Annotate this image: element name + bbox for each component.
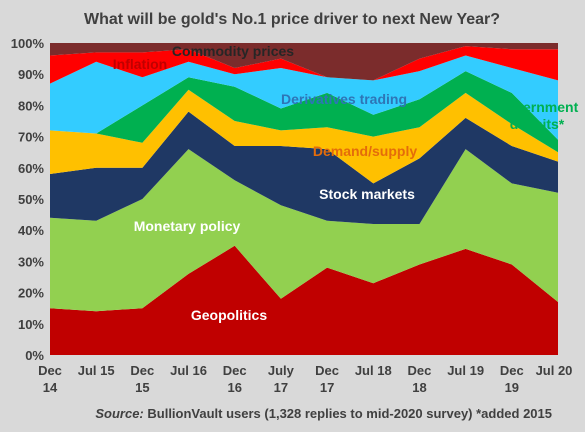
x-tick-label: Dec 19: [500, 363, 524, 395]
x-tick-label: Dec 17: [315, 363, 339, 395]
label-commodity-prices: Commodity prices: [172, 43, 294, 59]
y-tick-label: 80%: [18, 98, 44, 113]
chart-title: What will be gold's No.1 price driver to…: [84, 11, 500, 28]
x-tick-label: Jul 20: [536, 363, 573, 378]
area-monetary-policy: [50, 149, 558, 312]
x-axis-ticks: Dec 14 Jul 15 Dec 15 Jul 16 Dec 16 July 17 Dec 17 Ju…: [38, 363, 572, 395]
label-geopolitics: Geopolitics: [191, 307, 267, 323]
label-government-line1: Government: [496, 99, 579, 115]
area-inflation: [50, 46, 558, 84]
x-tick-label: Dec 18: [408, 363, 432, 395]
x-tick-label: Dec 15: [130, 363, 154, 395]
area-geopolitics: [50, 245, 558, 355]
y-tick-label: 60%: [18, 161, 44, 176]
label-inflation: Inflation: [113, 56, 167, 72]
y-tick-label: 100%: [11, 36, 45, 51]
y-tick-label: 20%: [18, 286, 44, 301]
y-tick-label: 0%: [25, 348, 44, 363]
series-labels: Commodity prices Inflation Derivatives t…: [113, 43, 579, 323]
x-tick-label: Jul 19: [447, 363, 484, 378]
label-derivatives-trading: Derivatives trading: [281, 91, 407, 107]
source-text: BullionVault users (1,328 replies to mid…: [144, 406, 552, 421]
area-commodity-prices: [50, 43, 558, 81]
x-tick-label: Dec 16: [223, 363, 247, 395]
x-tick-label: Jul 18: [355, 363, 392, 378]
area-government-deficits: [50, 71, 558, 153]
x-tick-label: Jul 16: [170, 363, 207, 378]
y-tick-label: 30%: [18, 254, 44, 269]
area-stock-markets: [50, 111, 558, 224]
y-tick-label: 10%: [18, 317, 44, 332]
source-note: Source: BullionVault users (1,328 replie…: [95, 406, 552, 421]
y-tick-label: 70%: [18, 130, 44, 145]
area-derivatives-trading: [50, 55, 558, 140]
label-demand-supply: Demand/supply: [313, 143, 417, 159]
y-tick-label: 90%: [18, 67, 44, 82]
label-stock-markets: Stock markets: [319, 186, 415, 202]
source-prefix: Source:: [95, 406, 143, 421]
y-tick-label: 50%: [18, 192, 44, 207]
x-tick-label: Dec 14: [38, 363, 62, 395]
area-demand-supply: [50, 89, 558, 184]
label-monetary-policy: Monetary policy: [134, 218, 241, 234]
label-government-line2: deficits*: [510, 116, 565, 132]
x-tick-label: Jul 15: [78, 363, 115, 378]
x-tick-label: July 17: [268, 363, 295, 395]
series-areas: [50, 43, 558, 355]
y-axis-ticks: 0% 10% 20% 30% 40% 50% 60% 70% 80% 90% 100%: [11, 36, 45, 363]
y-tick-label: 40%: [18, 223, 44, 238]
